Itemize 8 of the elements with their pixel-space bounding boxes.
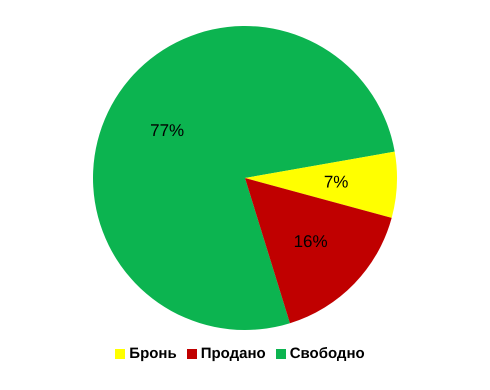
legend-label: Бронь	[129, 345, 177, 362]
data-label: 16%	[294, 232, 328, 251]
legend-label: Продано	[200, 345, 266, 362]
data-label: 7%	[324, 172, 348, 192]
pie-slice	[93, 26, 395, 330]
data-label: 77%	[150, 120, 184, 140]
legend-label: Свободно	[290, 345, 365, 362]
pie-slice	[245, 152, 397, 218]
